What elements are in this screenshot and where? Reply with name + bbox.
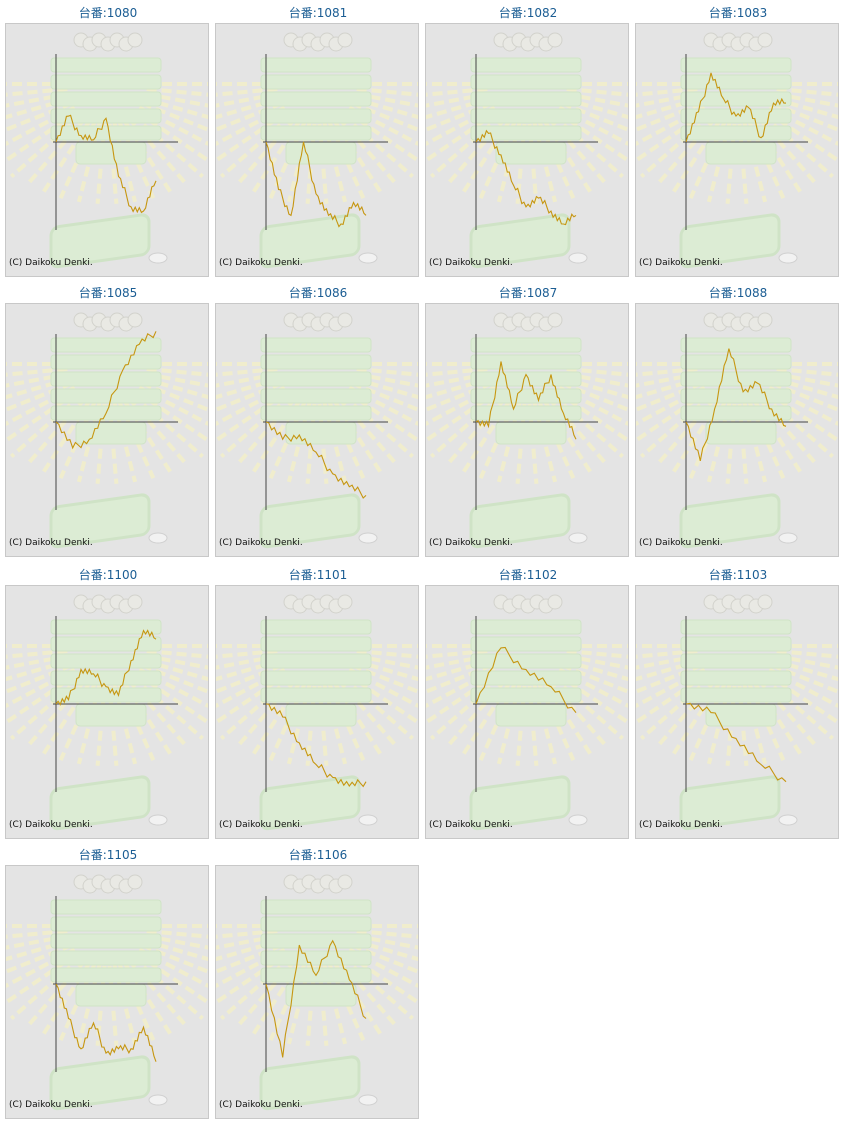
background-illustration: [636, 312, 838, 549]
machine-number-link[interactable]: 台番:1100: [78, 568, 138, 582]
machine-number-link[interactable]: 台番:1086: [288, 286, 348, 300]
slump-line: [55, 114, 157, 214]
slump-line: [265, 703, 367, 788]
copyright-text: (C) Daikoku Denki.: [9, 1100, 93, 1110]
machine-chart-card: 台番:1086 (C) Daikoku Denki.: [215, 282, 421, 558]
copyright-text: (C) Daikoku Denki.: [639, 538, 723, 548]
copyright-text: (C) Daikoku Denki.: [219, 538, 303, 548]
slump-line: [475, 646, 577, 713]
machine-number-link[interactable]: 台番:1082: [498, 6, 558, 20]
machine-chart-card: 台番:1101 (C) Daikoku Denki.: [215, 564, 421, 840]
background-illustration: [6, 32, 208, 269]
background-illustration: [426, 312, 628, 549]
machine-number-link[interactable]: 台番:1106: [288, 848, 348, 862]
background-illustration: [6, 594, 208, 831]
slump-line: [265, 421, 367, 499]
machine-number-link[interactable]: 台番:1105: [78, 848, 138, 862]
slump-graph-panel: (C) Daikoku Denki.: [5, 303, 209, 557]
machine-number-link[interactable]: 台番:1087: [498, 286, 558, 300]
background-illustration: [6, 312, 208, 549]
slump-graph-panel: (C) Daikoku Denki.: [215, 303, 419, 557]
machine-number-link[interactable]: 台番:1101: [288, 568, 348, 582]
slump-graph-panel: (C) Daikoku Denki.: [635, 585, 839, 839]
copyright-text: (C) Daikoku Denki.: [429, 258, 513, 268]
copyright-text: (C) Daikoku Denki.: [219, 1100, 303, 1110]
slump-line: [685, 702, 787, 783]
slump-graph-panel: (C) Daikoku Denki.: [215, 23, 419, 277]
slump-line: [55, 983, 157, 1062]
copyright-text: (C) Daikoku Denki.: [9, 258, 93, 268]
slump-graph-panel: (C) Daikoku Denki.: [5, 23, 209, 277]
slump-line: [685, 72, 786, 143]
machine-chart-card: 台番:1100 (C) Daikoku Denki.: [5, 564, 211, 840]
machine-chart-card: 台番:1085 (C) Daikoku Denki.: [5, 282, 211, 558]
copyright-text: (C) Daikoku Denki.: [9, 820, 93, 830]
background-illustration: [216, 594, 418, 831]
slump-graph-panel: (C) Daikoku Denki.: [635, 303, 839, 557]
machine-chart-card: 台番:1105 (C) Daikoku Denki.: [5, 844, 211, 1120]
background-illustration: [426, 594, 628, 831]
copyright-text: (C) Daikoku Denki.: [429, 538, 513, 548]
machine-chart-card: 台番:1081 (C) Daikoku Denki.: [215, 2, 421, 278]
machine-chart-card: 台番:1106 (C) Daikoku Denki.: [215, 844, 421, 1120]
machine-chart-card: 台番:1087 (C) Daikoku Denki.: [425, 282, 631, 558]
copyright-text: (C) Daikoku Denki.: [639, 820, 723, 830]
background-illustration: [636, 594, 838, 831]
machine-chart-card: 台番:1102 (C) Daikoku Denki.: [425, 564, 631, 840]
background-illustration: [636, 32, 838, 269]
machine-number-link[interactable]: 台番:1085: [78, 286, 138, 300]
background-illustration: [6, 874, 208, 1111]
background-illustration: [216, 874, 418, 1111]
slump-graph-panel: (C) Daikoku Denki.: [5, 585, 209, 839]
copyright-text: (C) Daikoku Denki.: [9, 538, 93, 548]
slump-graph-panel: (C) Daikoku Denki.: [425, 23, 629, 277]
slump-line: [475, 361, 577, 440]
machine-number-link[interactable]: 台番:1102: [498, 568, 558, 582]
slump-graph-panel: (C) Daikoku Denki.: [5, 865, 209, 1119]
background-illustration: [216, 32, 418, 269]
copyright-text: (C) Daikoku Denki.: [219, 820, 303, 830]
slump-line: [685, 348, 787, 462]
machine-number-link[interactable]: 台番:1081: [288, 6, 348, 20]
machine-number-link[interactable]: 台番:1080: [78, 6, 138, 20]
machine-chart-card: 台番:1080 (C) Daikoku Denki.: [5, 2, 211, 278]
slump-graph-panel: (C) Daikoku Denki.: [425, 303, 629, 557]
background-illustration: [216, 312, 418, 549]
slump-line: [55, 331, 157, 450]
machine-number-link[interactable]: 台番:1103: [708, 568, 768, 582]
copyright-text: (C) Daikoku Denki.: [639, 258, 723, 268]
slump-graph-panel: (C) Daikoku Denki.: [215, 585, 419, 839]
copyright-text: (C) Daikoku Denki.: [219, 258, 303, 268]
slump-graph-panel: (C) Daikoku Denki.: [425, 585, 629, 839]
slump-line: [475, 129, 577, 226]
machine-chart-card: 台番:1103 (C) Daikoku Denki.: [635, 564, 841, 840]
slump-graph-panel: (C) Daikoku Denki.: [635, 23, 839, 277]
slump-line: [265, 141, 367, 228]
copyright-text: (C) Daikoku Denki.: [429, 820, 513, 830]
slump-graph-panel: (C) Daikoku Denki.: [215, 865, 419, 1119]
background-illustration: [426, 32, 628, 269]
machine-number-link[interactable]: 台番:1088: [708, 286, 768, 300]
machine-chart-card: 台番:1082 (C) Daikoku Denki.: [425, 2, 631, 278]
slump-line: [55, 629, 157, 706]
slump-line: [265, 939, 367, 1058]
machine-chart-card: 台番:1083 (C) Daikoku Denki.: [635, 2, 841, 278]
machine-chart-card: 台番:1088 (C) Daikoku Denki.: [635, 282, 841, 558]
machine-number-link[interactable]: 台番:1083: [708, 6, 768, 20]
